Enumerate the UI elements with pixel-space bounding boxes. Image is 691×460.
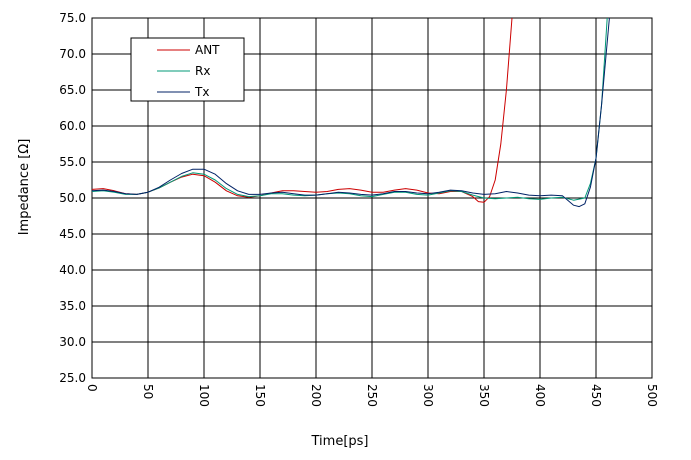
x-axis-tick-labels: 0 50 100 150 200 250 300 350 400 450 500: [85, 384, 659, 407]
x-tick-label: 50: [141, 384, 155, 399]
x-tick-label: 150: [253, 384, 267, 407]
series-layer: [92, 18, 610, 208]
y-tick-label: 25.0: [59, 371, 86, 385]
y-axis-title: Impedance [Ω]: [17, 139, 32, 236]
x-tick-label: 350: [477, 384, 491, 407]
series-line-tx: [92, 18, 610, 208]
y-tick-label: 45.0: [59, 227, 86, 241]
legend-label-tx: Tx: [194, 85, 209, 99]
y-tick-label: 35.0: [59, 299, 86, 313]
x-tick-label: 400: [533, 384, 547, 407]
y-tick-label: 50.0: [59, 191, 86, 205]
legend-box: [130, 37, 245, 102]
legend-label-ant: ANT: [195, 43, 220, 57]
x-axis-title: Time[ps]: [311, 434, 369, 449]
y-tick-label: 60.0: [59, 119, 86, 133]
y-tick-label: 70.0: [59, 47, 86, 61]
y-tick-label: 40.0: [59, 263, 86, 277]
plot-frame: [91, 17, 653, 379]
x-tick-label: 200: [309, 384, 323, 407]
y-tick-label: 75.0: [59, 11, 86, 25]
x-tick-label: 100: [197, 384, 211, 407]
legend: ANT Rx Tx: [130, 37, 245, 102]
legend-label-rx: Rx: [195, 64, 210, 78]
y-tick-label: 55.0: [59, 155, 86, 169]
y-axis-tick-labels: 75.0 70.0 65.0 60.0 55.0 50.0 45.0 40.0 35.0 30.0…: [59, 11, 86, 385]
x-tick-label: 500: [645, 384, 659, 407]
x-tick-label: 250: [365, 384, 379, 407]
y-tick-label: 65.0: [59, 83, 86, 97]
series-line-rx: [92, 18, 608, 201]
x-tick-label: 450: [589, 384, 603, 407]
x-tick-label: 300: [421, 384, 435, 407]
y-tick-label: 30.0: [59, 335, 86, 349]
x-tick-label: 0: [85, 384, 99, 392]
